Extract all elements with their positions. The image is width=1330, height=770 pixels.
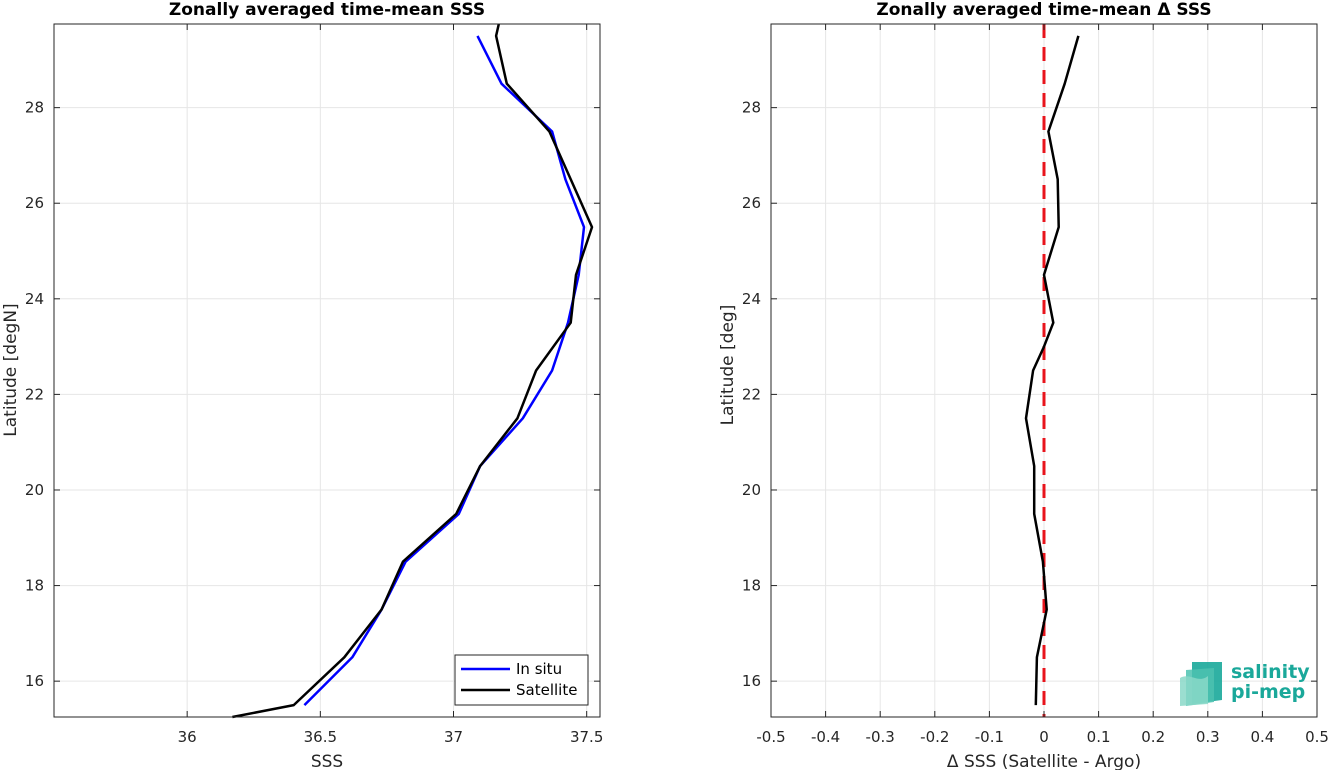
x-tick-label: -0.1 <box>975 728 1004 746</box>
x-tick-label: -0.5 <box>756 728 785 746</box>
right-series <box>1024 24 1080 717</box>
y-tick-label: 22 <box>742 385 761 403</box>
y-tick-label: 16 <box>25 672 44 690</box>
x-tick-label: 0.2 <box>1141 728 1165 746</box>
x-tick-label: 0.3 <box>1196 728 1220 746</box>
x-tick-label: 0.1 <box>1087 728 1111 746</box>
left-x-axis-label: SSS <box>311 752 343 770</box>
left-y-axis-label: Latitude [degN] <box>1 303 21 436</box>
y-tick-label: 20 <box>742 481 761 499</box>
y-tick-label: 18 <box>25 577 44 595</box>
y-tick-label: 26 <box>742 194 761 212</box>
y-tick-label: 18 <box>742 577 761 595</box>
left-chart-title: Zonally averaged time-mean SSS <box>169 0 485 20</box>
right-x-axis-label: Δ SSS (Satellite - Argo) <box>947 752 1141 770</box>
left-panel: 36 36.5 37 37.5 16 18 20 22 24 26 28 Zonally aver… <box>1 0 603 770</box>
salinity-pi-mep-logo: salinity pi-mep <box>1180 661 1310 706</box>
left-series <box>232 23 594 719</box>
series-line-satellite <box>232 23 594 719</box>
y-tick-label: 20 <box>25 481 44 499</box>
x-tick-label: 0 <box>1039 728 1049 746</box>
x-tick-label: -0.2 <box>920 728 949 746</box>
legend-label-in-situ: In situ <box>516 660 562 678</box>
y-tick-label: 22 <box>25 385 44 403</box>
x-tick-label: 36.5 <box>304 728 337 746</box>
x-tick-label: 0.4 <box>1250 728 1274 746</box>
y-tick-label: 28 <box>742 99 761 117</box>
x-tick-label: 36 <box>178 728 197 746</box>
x-tick-label: -0.3 <box>866 728 895 746</box>
left-x-ticks: 36 36.5 37 37.5 <box>178 24 603 746</box>
series-line-delta-sss <box>1024 35 1080 706</box>
left-y-ticks: 16 18 20 22 24 26 28 <box>25 99 600 690</box>
y-tick-label: 28 <box>25 99 44 117</box>
right-panel: -0.5 -0.4 -0.3 -0.2 -0.1 0 0.1 0.2 0.3 0.4 0.5 161… <box>718 0 1329 770</box>
right-x-ticks: -0.5 -0.4 -0.3 -0.2 -0.1 0 0.1 0.2 0.3 0.4 0.5 <box>756 24 1329 746</box>
x-tick-label: 37.5 <box>570 728 603 746</box>
y-tick-label: 26 <box>25 194 44 212</box>
logo-text-pi-mep: pi-mep <box>1231 681 1305 703</box>
y-tick-label: 16 <box>742 672 761 690</box>
wave-logo-icon <box>1180 662 1222 706</box>
x-tick-label: -0.4 <box>811 728 840 746</box>
x-tick-label: 37 <box>444 728 463 746</box>
logo-text-salinity: salinity <box>1231 661 1310 683</box>
legend-label-satellite: Satellite <box>516 681 577 699</box>
right-y-axis-label: Latitude [deg] <box>718 305 738 426</box>
x-tick-label: 0.5 <box>1305 728 1329 746</box>
right-y-ticks: 16 18 20 22 24 26 28 <box>742 99 1317 690</box>
legend-box <box>454 654 589 706</box>
y-tick-label: 24 <box>25 290 44 308</box>
y-tick-label: 24 <box>742 290 761 308</box>
legend: In situ Satellite <box>454 654 589 706</box>
left-axes-box <box>53 23 601 718</box>
right-chart-title: Zonally averaged time-mean Δ SSS <box>876 0 1211 20</box>
